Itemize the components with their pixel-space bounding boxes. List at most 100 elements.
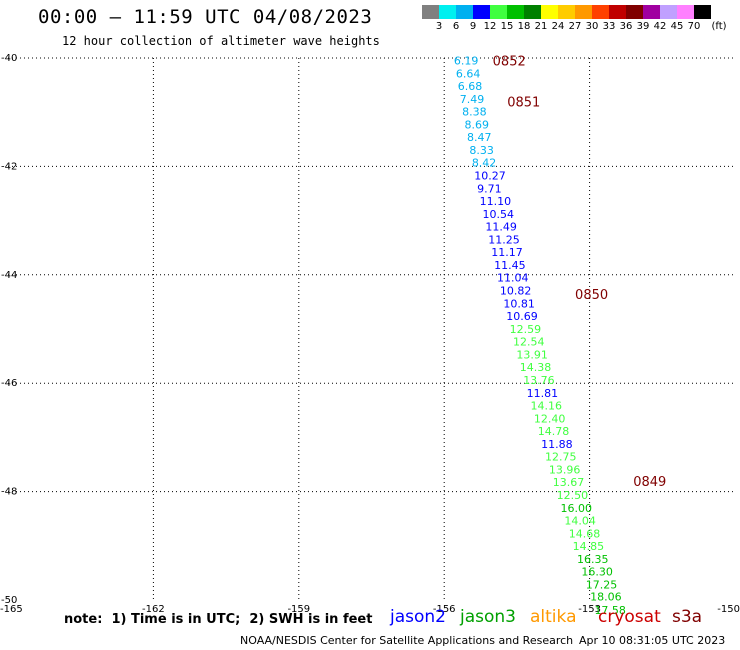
- y-tick-label: -40: [1, 53, 17, 64]
- swh-points: 6.196.646.687.498.388.698.478.338.4210.2…: [454, 55, 626, 617]
- chart-subtitle: 12 hour collection of altimeter wave hei…: [62, 34, 380, 48]
- swh-value-label: 14.68: [569, 527, 601, 540]
- legend-s3a: s3a: [672, 607, 703, 627]
- scale-label: 24: [551, 21, 565, 32]
- scale-swatch: [660, 5, 677, 19]
- legend-cryosat: cryosat: [598, 607, 661, 627]
- swh-value-label: 12.40: [534, 412, 566, 425]
- scale-label: 21: [534, 21, 548, 32]
- scale-swatch: [643, 5, 660, 19]
- scale-swatch: [626, 5, 643, 19]
- scale-label: 39: [636, 21, 650, 32]
- scale-label: 36: [619, 21, 633, 32]
- swh-value-label: 14.78: [538, 425, 570, 438]
- legend-jason2: jason2: [390, 607, 446, 627]
- scale-label: 33: [602, 21, 616, 32]
- swh-value-label: 11.04: [497, 272, 529, 285]
- scale-label: 42: [653, 21, 667, 32]
- swh-value-label: 13.96: [549, 463, 581, 476]
- swh-value-label: 12.75: [545, 450, 577, 463]
- scale-swatch: [490, 5, 507, 19]
- swh-value-label: 11.81: [527, 387, 559, 400]
- swh-value-label: 8.47: [467, 131, 492, 144]
- swh-value-label: 12.54: [513, 335, 545, 348]
- swh-value-label: 14.38: [520, 361, 552, 374]
- scale-label: (ft): [711, 21, 727, 32]
- scale-swatch: [558, 5, 575, 19]
- scale-label: 30: [585, 21, 599, 32]
- track-time-labels: 0852 0851 0850 0849: [493, 55, 667, 490]
- swh-value-label: 14.16: [530, 399, 562, 412]
- x-tick-label: -153: [578, 604, 601, 615]
- swh-value-label: 14.85: [573, 540, 605, 553]
- x-tick-label: -150: [717, 604, 740, 615]
- swh-value-label: 11.10: [480, 195, 512, 208]
- scale-swatch: [507, 5, 524, 19]
- swh-value-label: 16.35: [577, 553, 609, 566]
- swh-value-label: 11.45: [494, 259, 526, 272]
- scale-swatch: [541, 5, 558, 19]
- scale-label: 70: [687, 21, 701, 32]
- axis-tick-labels: -165 -162 -159 -156 -153 -150 -40 -42 -44 -46 -48 -…: [0, 53, 740, 615]
- swh-value-label: 12.59: [510, 323, 542, 336]
- track-time-label: 0851: [507, 95, 540, 110]
- swh-value-label: 9.71: [477, 183, 502, 196]
- grid-lines: [8, 57, 735, 600]
- swh-value-label: 13.91: [516, 348, 548, 361]
- scale-label: 3: [435, 21, 443, 32]
- scale-label: 18: [517, 21, 531, 32]
- scale-swatch: [456, 5, 473, 19]
- chart-title: 00:00 – 11:59 UTC 04/08/2023: [38, 6, 373, 28]
- x-tick-label: -159: [287, 604, 310, 615]
- y-tick-label: -46: [1, 378, 17, 389]
- scale-label: 15: [500, 21, 514, 32]
- scale-label: 12: [483, 21, 497, 32]
- y-tick-label: -42: [1, 161, 17, 172]
- swh-value-label: 14.04: [564, 514, 596, 527]
- swh-value-label: 6.19: [454, 55, 479, 68]
- swh-value-label: 13.76: [523, 374, 555, 387]
- swh-value-label: 12.50: [557, 489, 589, 502]
- swh-value-label: 8.38: [462, 106, 487, 119]
- swh-value-label: 8.69: [465, 119, 490, 132]
- swh-value-label: 10.69: [506, 310, 537, 323]
- scale-swatch: [592, 5, 609, 19]
- swh-value-label: 10.54: [482, 208, 513, 221]
- footer-note: note: 1) Time is in UTC; 2) SWH is in fe…: [64, 612, 373, 627]
- y-tick-label: -50: [1, 595, 17, 606]
- swh-value-label: 11.17: [491, 246, 522, 259]
- scale-swatch: [609, 5, 626, 19]
- scale-swatch: [677, 5, 694, 19]
- track-time-label: 0850: [575, 288, 608, 303]
- x-tick-label: -156: [433, 604, 456, 615]
- swh-value-label: 13.67: [553, 476, 585, 489]
- y-tick-label: -44: [1, 270, 17, 281]
- swh-value-label: 11.49: [485, 221, 517, 234]
- scale-label: 45: [670, 21, 684, 32]
- scale-label: 9: [469, 21, 477, 32]
- x-tick-label: -165: [0, 604, 23, 615]
- legend-jason3: jason3: [460, 607, 516, 627]
- scale-swatch: [694, 5, 711, 19]
- y-tick-label: -48: [1, 487, 17, 498]
- swh-value-label: 11.88: [541, 438, 573, 451]
- scale-swatch: [575, 5, 592, 19]
- swh-value-label: 11.25: [488, 234, 520, 247]
- swh-value-label: 6.68: [458, 80, 483, 93]
- credit-line: NOAA/NESDIS Center for Satellite Applica…: [240, 634, 574, 647]
- swh-value-label: 17.25: [586, 578, 618, 591]
- swh-value-label: 8.33: [469, 144, 494, 157]
- swh-value-label: 18.06: [590, 591, 622, 604]
- swh-value-label: 10.81: [503, 298, 535, 311]
- generated-timestamp: Apr 10 08:31:05 UTC 2023: [579, 634, 726, 647]
- swh-value-label: 6.64: [456, 68, 481, 81]
- scale-swatch: [473, 5, 490, 19]
- x-tick-label: -162: [142, 604, 165, 615]
- swh-value-label: 10.27: [474, 170, 506, 183]
- swh-value-label: 8.42: [472, 157, 497, 170]
- swh-value-label: 16.00: [561, 502, 593, 515]
- swh-value-label: 16.30: [581, 565, 613, 578]
- scale-swatch: [439, 5, 456, 19]
- scale-swatch: [422, 5, 439, 19]
